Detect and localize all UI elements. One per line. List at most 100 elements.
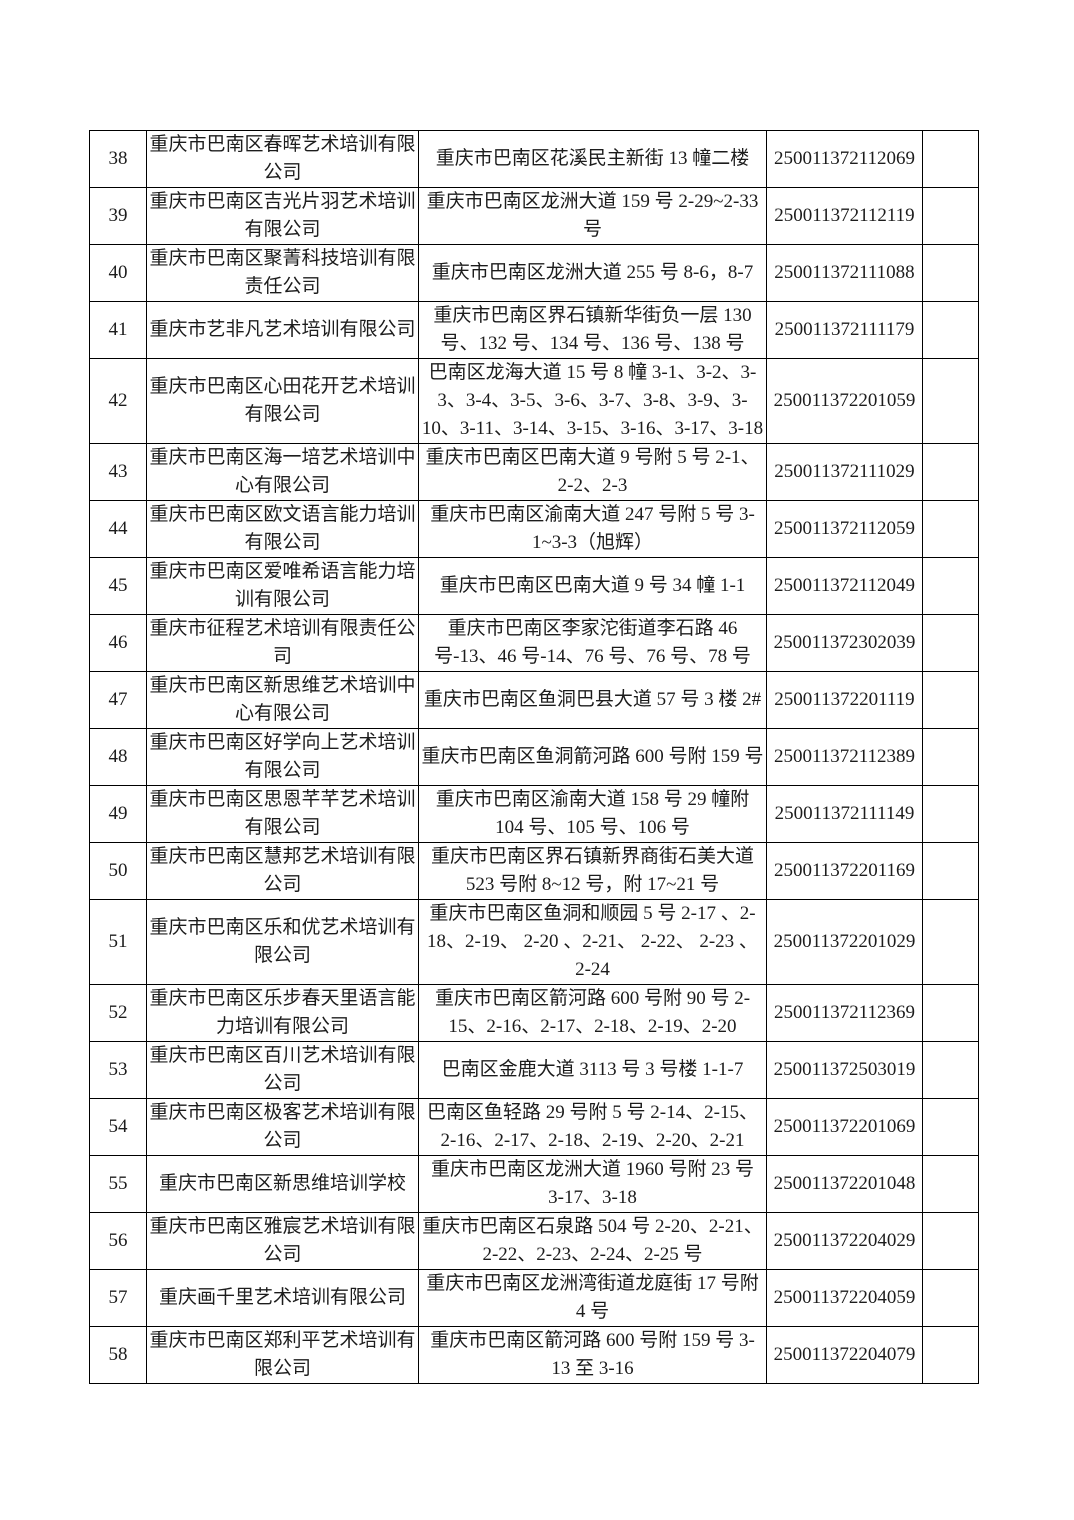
cell-note xyxy=(922,984,979,1042)
cell-license: 250011372112369 xyxy=(766,984,923,1042)
table-row: 49 重庆市巴南区思恩芊芊艺术培训有限公司 重庆市巴南区渝南大道 158 号 29 … xyxy=(89,785,979,843)
cell-index: 43 xyxy=(89,443,147,501)
table-row: 38 重庆市巴南区春晖艺术培训有限公司 重庆市巴南区花溪民主新街 13 幢二楼 250… xyxy=(89,130,979,188)
cell-address: 重庆市巴南区龙洲大道 159 号 2-29~2-33 号 xyxy=(418,187,767,245)
cell-license: 250011372111029 xyxy=(766,443,923,501)
cell-note xyxy=(922,728,979,786)
cell-license: 250011372112389 xyxy=(766,728,923,786)
cell-license: 250011372201069 xyxy=(766,1098,923,1156)
cell-note xyxy=(922,130,979,188)
registration-table: 38 重庆市巴南区春晖艺术培训有限公司 重庆市巴南区花溪民主新街 13 幢二楼 250… xyxy=(89,130,979,1384)
table-row: 46 重庆市征程艺术培训有限责任公司 重庆市巴南区李家沱街道李石路 46 号-13、… xyxy=(89,614,979,672)
cell-license: 250011372204029 xyxy=(766,1212,923,1270)
cell-index: 49 xyxy=(89,785,147,843)
cell-address: 重庆市巴南区渝南大道 247 号附 5 号 3-1~3-3（旭辉） xyxy=(418,500,767,558)
cell-license: 250011372112069 xyxy=(766,130,923,188)
cell-address: 巴南区龙海大道 15 号 8 幢 3-1、3-2、3-3、3-4、3-5、3-6… xyxy=(418,358,767,444)
cell-name: 重庆市征程艺术培训有限责任公司 xyxy=(146,614,419,672)
cell-license: 250011372201048 xyxy=(766,1155,923,1213)
cell-name: 重庆画千里艺术培训有限公司 xyxy=(146,1269,419,1327)
cell-name: 重庆市巴南区思恩芊芊艺术培训有限公司 xyxy=(146,785,419,843)
table-row: 53 重庆市巴南区百川艺术培训有限公司 巴南区金鹿大道 3113 号 3 号楼 1-… xyxy=(89,1041,979,1099)
table-row: 58 重庆市巴南区郑利平艺术培训有限公司 重庆市巴南区箭河路 600 号附 159 … xyxy=(89,1326,979,1384)
cell-license: 250011372201119 xyxy=(766,671,923,729)
cell-index: 44 xyxy=(89,500,147,558)
cell-name: 重庆市巴南区新思维培训学校 xyxy=(146,1155,419,1213)
cell-index: 42 xyxy=(89,358,147,444)
table-row: 54 重庆市巴南区极客艺术培训有限公司 巴南区鱼轻路 29 号附 5 号 2-14、… xyxy=(89,1098,979,1156)
table-row: 50 重庆市巴南区慧邦艺术培训有限公司 重庆市巴南区界石镇新界商街石美大道 523 … xyxy=(89,842,979,900)
registration-table-container: 38 重庆市巴南区春晖艺术培训有限公司 重庆市巴南区花溪民主新街 13 幢二楼 250… xyxy=(89,130,979,1384)
cell-index: 38 xyxy=(89,130,147,188)
cell-address: 重庆市巴南区界石镇新华街负一层 130 号、132 号、134 号、136 号、… xyxy=(418,301,767,359)
cell-address: 重庆市巴南区巴南大道 9 号附 5 号 2-1、2-2、2-3 xyxy=(418,443,767,501)
cell-address: 重庆市巴南区龙洲湾街道龙庭街 17 号附 4 号 xyxy=(418,1269,767,1327)
cell-note xyxy=(922,614,979,672)
cell-note xyxy=(922,1041,979,1099)
cell-license: 250011372111088 xyxy=(766,244,923,302)
cell-name: 重庆市巴南区乐步春天里语言能力培训有限公司 xyxy=(146,984,419,1042)
cell-index: 54 xyxy=(89,1098,147,1156)
cell-address: 重庆市巴南区箭河路 600 号附 90 号 2-15、2-16、2-17、2-1… xyxy=(418,984,767,1042)
cell-note xyxy=(922,1269,979,1327)
cell-address: 重庆市巴南区李家沱街道李石路 46 号-13、46 号-14、76 号、76 号… xyxy=(418,614,767,672)
cell-address: 重庆市巴南区石泉路 504 号 2-20、2-21、2-22、2-23、2-24… xyxy=(418,1212,767,1270)
cell-note xyxy=(922,1098,979,1156)
cell-name: 重庆市巴南区雅宸艺术培训有限公司 xyxy=(146,1212,419,1270)
cell-name: 重庆市巴南区春晖艺术培训有限公司 xyxy=(146,130,419,188)
cell-note xyxy=(922,671,979,729)
cell-index: 52 xyxy=(89,984,147,1042)
table-row: 44 重庆市巴南区欧文语言能力培训有限公司 重庆市巴南区渝南大道 247 号附 5 … xyxy=(89,500,979,558)
cell-index: 45 xyxy=(89,557,147,615)
table-row: 41 重庆市艺非凡艺术培训有限公司 重庆市巴南区界石镇新华街负一层 130 号、13… xyxy=(89,301,979,359)
table-row: 42 重庆市巴南区心田花开艺术培训有限公司 巴南区龙海大道 15 号 8 幢 3-1… xyxy=(89,358,979,444)
cell-note xyxy=(922,842,979,900)
cell-index: 57 xyxy=(89,1269,147,1327)
cell-note xyxy=(922,500,979,558)
cell-license: 250011372503019 xyxy=(766,1041,923,1099)
cell-name: 重庆市巴南区海一培艺术培训中心有限公司 xyxy=(146,443,419,501)
cell-address: 重庆市巴南区界石镇新界商街石美大道 523 号附 8~12 号，附 17~21 … xyxy=(418,842,767,900)
cell-note xyxy=(922,1212,979,1270)
cell-license: 250011372201029 xyxy=(766,899,923,985)
cell-address: 巴南区鱼轻路 29 号附 5 号 2-14、2-15、2-16、2-17、2-1… xyxy=(418,1098,767,1156)
table-row: 55 重庆市巴南区新思维培训学校 重庆市巴南区龙洲大道 1960 号附 23 号 3… xyxy=(89,1155,979,1213)
table-row: 56 重庆市巴南区雅宸艺术培训有限公司 重庆市巴南区石泉路 504 号 2-20、2… xyxy=(89,1212,979,1270)
cell-note xyxy=(922,358,979,444)
cell-address: 重庆市巴南区渝南大道 158 号 29 幢附 104 号、105 号、106 号 xyxy=(418,785,767,843)
cell-index: 55 xyxy=(89,1155,147,1213)
cell-address: 重庆市巴南区箭河路 600 号附 159 号 3-13 至 3-16 xyxy=(418,1326,767,1384)
cell-license: 250011372112049 xyxy=(766,557,923,615)
cell-name: 重庆市艺非凡艺术培训有限公司 xyxy=(146,301,419,359)
cell-index: 56 xyxy=(89,1212,147,1270)
cell-license: 250011372112119 xyxy=(766,187,923,245)
cell-name: 重庆市巴南区郑利平艺术培训有限公司 xyxy=(146,1326,419,1384)
cell-note xyxy=(922,1155,979,1213)
cell-index: 39 xyxy=(89,187,147,245)
cell-address: 巴南区金鹿大道 3113 号 3 号楼 1-1-7 xyxy=(418,1041,767,1099)
cell-license: 250011372111149 xyxy=(766,785,923,843)
cell-index: 58 xyxy=(89,1326,147,1384)
cell-license: 250011372111179 xyxy=(766,301,923,359)
cell-name: 重庆市巴南区欧文语言能力培训有限公司 xyxy=(146,500,419,558)
cell-note xyxy=(922,899,979,985)
cell-note xyxy=(922,1326,979,1384)
table-row: 51 重庆市巴南区乐和优艺术培训有限公司 重庆市巴南区鱼洞和顺园 5 号 2-17 … xyxy=(89,899,979,985)
cell-license: 250011372112059 xyxy=(766,500,923,558)
cell-name: 重庆市巴南区好学向上艺术培训有限公司 xyxy=(146,728,419,786)
cell-name: 重庆市巴南区聚菁科技培训有限责任公司 xyxy=(146,244,419,302)
cell-address: 重庆市巴南区龙洲大道 1960 号附 23 号 3-17、3-18 xyxy=(418,1155,767,1213)
table-row: 47 重庆市巴南区新思维艺术培训中心有限公司 重庆市巴南区鱼洞巴县大道 57 号 3… xyxy=(89,671,979,729)
table-row: 52 重庆市巴南区乐步春天里语言能力培训有限公司 重庆市巴南区箭河路 600 号附 … xyxy=(89,984,979,1042)
cell-index: 53 xyxy=(89,1041,147,1099)
cell-name: 重庆市巴南区新思维艺术培训中心有限公司 xyxy=(146,671,419,729)
cell-index: 50 xyxy=(89,842,147,900)
cell-note xyxy=(922,557,979,615)
cell-license: 250011372204079 xyxy=(766,1326,923,1384)
cell-name: 重庆市巴南区慧邦艺术培训有限公司 xyxy=(146,842,419,900)
cell-index: 47 xyxy=(89,671,147,729)
cell-name: 重庆市巴南区吉光片羽艺术培训有限公司 xyxy=(146,187,419,245)
cell-name: 重庆市巴南区爱唯希语言能力培训有限公司 xyxy=(146,557,419,615)
cell-address: 重庆市巴南区巴南大道 9 号 34 幢 1-1 xyxy=(418,557,767,615)
